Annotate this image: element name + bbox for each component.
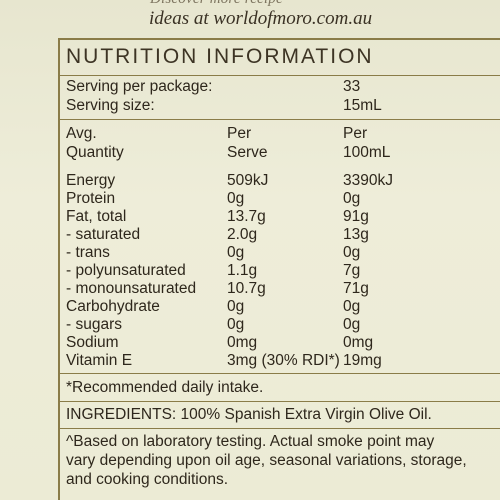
- nutrient-per-100ml: 91g: [343, 208, 369, 225]
- nutrient-name: Vitamin E: [66, 352, 133, 369]
- nutrient-per-100ml: 0g: [343, 244, 361, 261]
- smoke-point-note-line: vary depending upon oil age, seasonal va…: [66, 452, 467, 469]
- nutrient-per-serve: 2.0g: [227, 226, 258, 243]
- serving-per-package-value: 33: [343, 78, 361, 95]
- header-avg: Avg.: [66, 125, 97, 142]
- divider-serving: [58, 119, 500, 120]
- nutrient-per-serve: 10.7g: [227, 280, 266, 297]
- recipe-tagline: ideas at worldofmoro.com.au: [149, 8, 373, 29]
- panel-top-border: [58, 38, 500, 40]
- nutrient-per-serve: 0g: [227, 190, 245, 207]
- divider-footnote: [58, 401, 500, 402]
- serving-size-value: 15mL: [343, 97, 382, 114]
- top-cut-text: Discover more recipe: [150, 0, 283, 8]
- ingredients-statement: INGREDIENTS: 100% Spanish Extra Virgin O…: [66, 406, 432, 423]
- nutrient-name: - saturated: [66, 226, 141, 243]
- nutrient-name: Energy: [66, 172, 116, 189]
- smoke-point-note-line: and cooking conditions.: [66, 471, 229, 488]
- nutrient-per-serve: 509kJ: [227, 172, 269, 189]
- nutrient-name: - polyunsaturated: [66, 262, 186, 279]
- nutrient-name: - trans: [66, 244, 110, 261]
- nutrient-per-serve: 0mg: [227, 334, 258, 351]
- nutrient-per-100ml: 7g: [343, 262, 361, 279]
- nutrient-name: Sodium: [66, 334, 119, 351]
- nutrient-per-serve: 3mg (30% RDI*): [227, 352, 340, 369]
- header-per-2: Per: [343, 125, 368, 142]
- nutrient-name: - sugars: [66, 316, 122, 333]
- divider-title: [58, 75, 500, 76]
- nutrient-per-100ml: 3390kJ: [343, 172, 393, 189]
- header-per-1: Per: [227, 125, 252, 142]
- nutrient-per-serve: 0g: [227, 244, 245, 261]
- nutrient-per-100ml: 0mg: [343, 334, 374, 351]
- nutrient-per-serve: 1.1g: [227, 262, 258, 279]
- header-100ml: 100mL: [343, 144, 391, 161]
- panel-left-border: [58, 38, 60, 500]
- nutrient-name: Fat, total: [66, 208, 127, 225]
- nutrient-name: Carbohydrate: [66, 298, 160, 315]
- nutrient-per-serve: 0g: [227, 298, 245, 315]
- divider-ingredients: [58, 428, 500, 429]
- serving-size-label: Serving size:: [66, 97, 155, 114]
- nutrient-per-serve: 0g: [227, 316, 245, 333]
- nutrition-panel: NUTRITION INFORMATION Serving per packag…: [58, 38, 500, 500]
- nutrient-name: Protein: [66, 190, 116, 207]
- panel-title: NUTRITION INFORMATION: [66, 45, 374, 68]
- serving-per-package-label: Serving per package:: [66, 78, 213, 95]
- nutrient-per-100ml: 71g: [343, 280, 369, 297]
- nutrient-name: - monounsaturated: [66, 280, 197, 297]
- nutrient-per-100ml: 19mg: [343, 352, 382, 369]
- nutrient-per-100ml: 0g: [343, 298, 361, 315]
- nutrient-per-100ml: 0g: [343, 316, 361, 333]
- divider-rows: [58, 373, 500, 374]
- header-serve: Serve: [227, 144, 268, 161]
- smoke-point-note-line: ^Based on laboratory testing. Actual smo…: [66, 433, 435, 450]
- rdi-footnote: *Recommended daily intake.: [66, 379, 264, 396]
- header-quantity: Quantity: [66, 144, 124, 161]
- nutrient-per-100ml: 0g: [343, 190, 361, 207]
- nutrient-per-serve: 13.7g: [227, 208, 266, 225]
- nutrient-per-100ml: 13g: [343, 226, 369, 243]
